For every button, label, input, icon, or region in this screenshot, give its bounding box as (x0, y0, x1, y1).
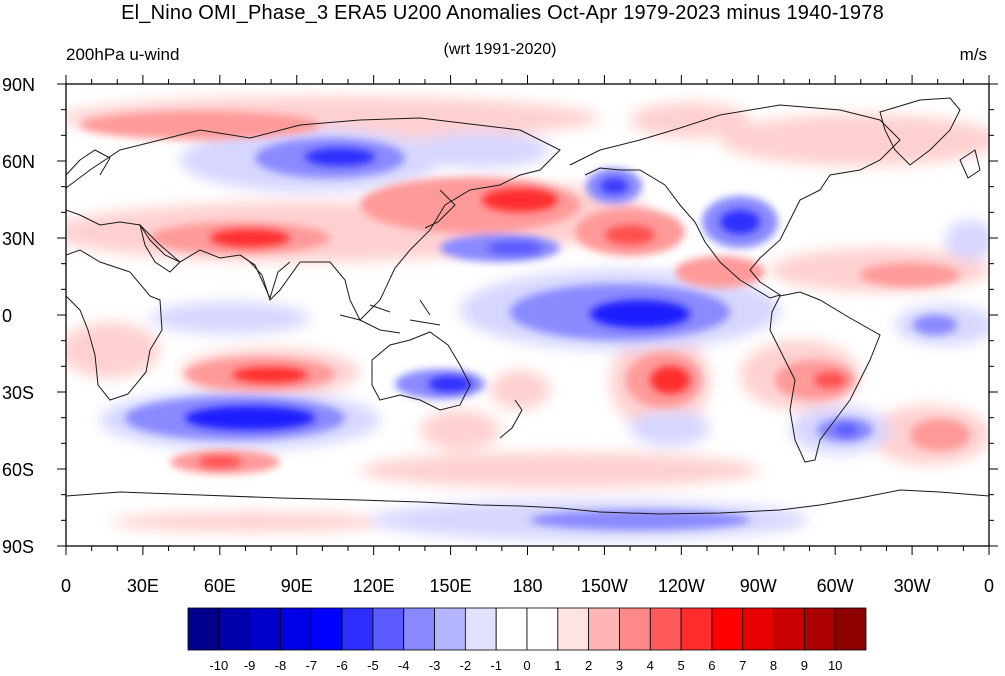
lat-tick-label: 60S (2, 460, 34, 480)
colorbar-tick-label: 1 (554, 658, 561, 673)
lat-tick-label: 60N (2, 152, 35, 172)
colorbar-tick-label: -8 (275, 658, 287, 673)
lon-tick-label: 60W (817, 576, 854, 596)
colorbar-tick-label: 10 (828, 658, 842, 673)
colorbar-tick-label: 8 (770, 658, 777, 673)
colorbar-tick-label: 4 (647, 658, 654, 673)
coastline-greenland (879, 97, 961, 166)
colorbar-swatch (403, 607, 435, 651)
colorbar-tick-label: -10 (209, 658, 228, 673)
colorbar-swatch (249, 607, 281, 651)
colorbar-tick-label: 3 (616, 658, 623, 673)
lon-tick-label: 120E (353, 576, 395, 596)
anomaly-strong-layer (185, 148, 858, 468)
colorbar-tick-label: 0 (523, 658, 530, 673)
lat-tick-label: 0 (2, 306, 12, 326)
colorbar-swatch (187, 607, 220, 651)
lon-tick-label: 90E (281, 576, 313, 596)
colorbar-tick-label: -5 (367, 658, 379, 673)
colorbar-tick-label: -4 (398, 658, 410, 673)
colorbar-swatch (742, 607, 774, 651)
colorbar-swatch (310, 607, 343, 651)
lon-tick-label: 0 (984, 576, 994, 596)
coastline-south-america (769, 291, 881, 463)
lon-tick-label: 30E (127, 576, 159, 596)
colorbar-tick-label: -1 (490, 658, 502, 673)
colorbar-swatch (803, 607, 836, 651)
colorbar-swatch (495, 607, 528, 651)
lat-tick-label: 30N (2, 229, 35, 249)
lat-tick-label: 30S (2, 383, 34, 403)
lat-tick-label: 90S (2, 537, 34, 557)
colorbar-swatch (680, 607, 713, 651)
colorbar-tick-label: 6 (708, 658, 715, 673)
coastline-north-america (569, 104, 901, 299)
coastline-antarctica (66, 489, 989, 515)
units-label: m/s (959, 45, 987, 64)
lon-tick-label: 60E (204, 576, 236, 596)
lat-tick-label: 90N (2, 75, 35, 95)
reference-period-label: (wrt 1991-2020) (443, 41, 557, 58)
lon-tick-label: 0 (61, 576, 71, 596)
lon-tick-label: 150E (430, 576, 472, 596)
lon-tick-label: 30W (894, 576, 931, 596)
colorbar (187, 607, 867, 651)
lon-tick-label: 180 (512, 576, 542, 596)
coastline-eurasia (66, 117, 561, 321)
coastline-scandinavia (66, 149, 111, 176)
anomaly-field (66, 96, 989, 540)
colorbar-swatch (372, 607, 405, 651)
coastline-india (239, 254, 291, 300)
longitude-axis: 0 30E 60E 90E 120E 150E 180 150W 120W 90W 60W 30W 0 (61, 576, 994, 596)
lon-tick-label: 150W (581, 576, 628, 596)
colorbar-swatch (649, 607, 682, 651)
colorbar-tick-label: 2 (585, 658, 592, 673)
coastline-new-zealand (499, 399, 523, 439)
variable-label: 200hPa u-wind (66, 45, 180, 64)
colorbar-swatch (711, 607, 744, 651)
chart-title: El_Nino OMI_Phase_3 ERA5 U200 Anomalies … (121, 2, 884, 24)
colorbar-tick-label: -2 (460, 658, 472, 673)
colorbar-swatch (434, 607, 466, 651)
colorbar-tick-label: -6 (336, 658, 348, 673)
coastline-africa (66, 249, 163, 401)
colorbar-tick-label: 5 (677, 658, 684, 673)
coastline-australia (371, 331, 471, 411)
lon-tick-label: 90W (740, 576, 777, 596)
coastline-uk (959, 149, 981, 179)
colorbar-swatch (218, 607, 251, 651)
colorbar-tick-label: 7 (739, 658, 746, 673)
coastline-japan (424, 189, 456, 229)
axis-ticks (57, 75, 998, 555)
colorbar-swatch (773, 607, 805, 651)
colorbar-swatch (464, 607, 497, 651)
colorbar-tick-label: -3 (429, 658, 441, 673)
colorbar-swatch (341, 607, 374, 651)
colorbar-swatch (526, 607, 559, 651)
colorbar-swatch (557, 607, 590, 651)
coastline-indonesia (339, 299, 441, 334)
colorbar-swatch (619, 607, 651, 651)
colorbar-tick-label: -9 (244, 658, 256, 673)
colorbar-swatch (834, 607, 867, 651)
colorbar-labels: -10 -9 -8 -7 -6 -5 -4 -3 -2 -1 0 1 2 3 4 5 6 7 8 9 10 (209, 658, 842, 673)
lon-tick-label: 120W (658, 576, 705, 596)
colorbar-tick-label: -7 (305, 658, 317, 673)
anomaly-mid-layer (80, 111, 970, 530)
coastline-arabia (139, 223, 181, 273)
latitude-axis: 90N 60N 30N 0 30S 60S 90S (2, 75, 35, 557)
coastlines (66, 97, 989, 515)
colorbar-swatch (280, 607, 312, 651)
colorbar-tick-label: 9 (801, 658, 808, 673)
colorbar-swatch (588, 607, 620, 651)
